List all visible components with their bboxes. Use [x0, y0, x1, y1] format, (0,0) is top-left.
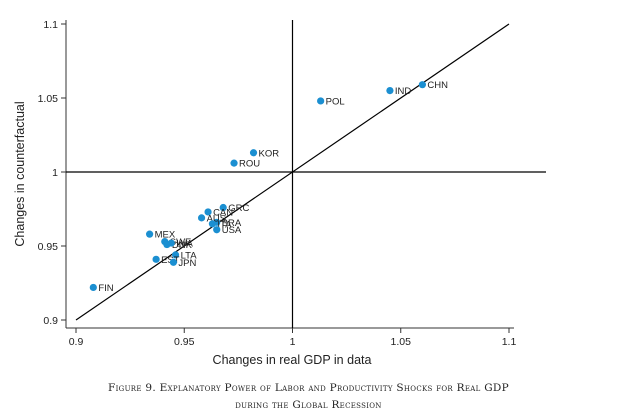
point-est	[152, 255, 160, 263]
point-pol	[317, 97, 325, 105]
point-label-lva: LVA	[176, 239, 193, 250]
point-aus	[197, 214, 206, 222]
y-tick-label: 1.1	[43, 19, 58, 31]
point-lva	[167, 239, 175, 247]
x-tick-label: 0.95	[174, 336, 195, 348]
point-chn	[418, 81, 426, 89]
point-rou	[230, 159, 238, 167]
point-label-rou: ROU	[239, 159, 260, 170]
x-tick-label: 1	[290, 336, 296, 348]
point-label-ita: ITA	[217, 219, 232, 230]
point-label-swe: SWE	[170, 237, 192, 248]
diagonal-45-degree-line	[75, 23, 510, 321]
point-jpn	[169, 258, 178, 266]
y-axis-label: Changes in counterfactual	[13, 101, 27, 246]
point-can	[204, 208, 212, 216]
x-axis-ticks: 0.9 0.95 1 1.05 1.1	[69, 328, 517, 348]
y-tick-label: 0.9	[43, 315, 58, 327]
y-axis-ticks: 0.9 0.95 1 1.05 1.1	[38, 19, 66, 327]
point-label-lta: LTA	[181, 250, 198, 261]
point-grc	[219, 203, 227, 212]
point-label-mex: MEX	[155, 230, 176, 241]
point-label-pol: POL	[326, 96, 345, 107]
point-lta	[171, 251, 180, 259]
y-tick-label: 1.05	[38, 93, 59, 105]
point-label-jpn: JPN	[178, 258, 196, 269]
point-fin	[89, 283, 97, 292]
point-label-chn: CHN	[427, 80, 448, 91]
point-label-kor: KOR	[259, 148, 280, 159]
x-tick-label: 1.05	[391, 336, 412, 348]
y-tick-label: 0.95	[38, 241, 59, 253]
point-usa	[213, 226, 221, 234]
point-label-aus: AUS	[207, 213, 227, 224]
point-ita	[208, 220, 216, 228]
point-label-dnk: DNK	[172, 240, 193, 251]
point-label-fin: FIN	[98, 283, 113, 294]
x-tick-label: 1.1	[502, 336, 517, 348]
point-label-bra: BRA	[222, 218, 242, 229]
figure-caption-line-2: during the Global Recession	[235, 399, 382, 411]
point-label-can: CAN	[213, 207, 233, 218]
y-tick-label: 1	[52, 167, 58, 179]
x-tick-label: 0.9	[69, 336, 84, 348]
point-mex	[146, 230, 154, 238]
point-label-ind: IND	[395, 86, 412, 97]
x-axis-label: Changes in real GDP in data	[213, 353, 372, 367]
point-kor	[249, 149, 258, 157]
point-ind	[386, 87, 394, 95]
point-label-usa: USA	[222, 225, 242, 236]
point-label-grc: GRC	[228, 203, 249, 214]
scatter-chart: 0.9 0.95 1 1.05 1.1 0.9 0.95 1 1.05 1.1 CHN IND PO…	[13, 19, 546, 367]
figure-caption-line-1: Figure 9. Explanatory Power of Labor and…	[108, 382, 509, 394]
